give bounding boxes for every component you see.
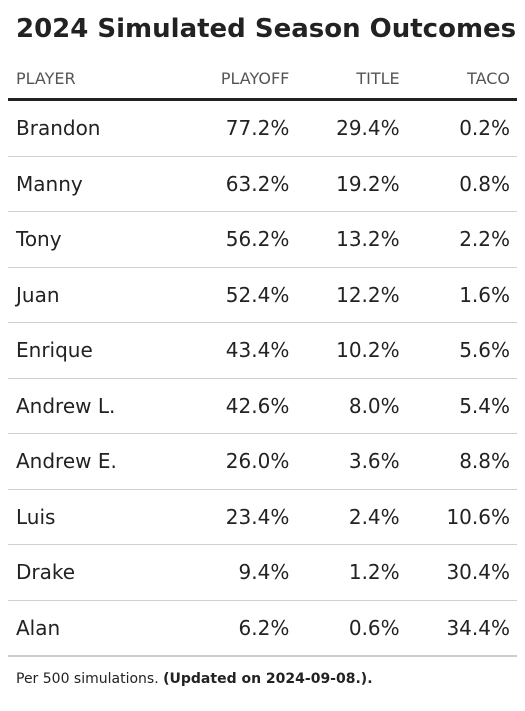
title-cell: 2.4% [296,489,407,545]
footer-note: Per 500 simulations. (Updated on 2024-09… [16,671,373,687]
table-row: Juan 52.4% 12.2% 1.6% [8,267,517,323]
table-row: Enrique 43.4% 10.2% 5.6% [8,322,517,379]
playoff-cell: 26.0% [178,433,297,490]
title-cell: 3.6% [296,433,407,490]
title-cell: 1.2% [296,544,407,601]
table-title: 2024 Simulated Season Outcomes [16,14,517,44]
playoff-cell: 43.4% [178,322,297,379]
taco-cell: 5.6% [406,322,517,379]
player-name-cell: Andrew E. [8,433,179,490]
playoff-cell: 9.4% [178,544,297,601]
title-cell: 8.0% [296,378,407,434]
table-row: Manny 63.2% 19.2% 0.8% [8,156,517,212]
taco-cell: 10.6% [406,489,517,545]
playoff-cell: 6.2% [178,600,297,657]
playoff-cell: 23.4% [178,489,297,545]
footer-updated: (Updated on 2024-09-08.). [163,671,373,687]
player-name-cell: Manny [8,156,179,212]
taco-cell: 8.8% [406,433,517,490]
playoff-cell: 56.2% [178,211,297,268]
player-name-cell: Tony [8,211,179,268]
column-header-playoff: PLAYOFF [178,58,297,101]
column-header-title: TITLE [296,58,407,101]
title-cell: 12.2% [296,267,407,323]
title-cell: 29.4% [296,99,407,157]
taco-cell: 2.2% [406,211,517,268]
table-row: Drake 9.4% 1.2% 30.4% [8,544,517,601]
footer-simulations: Per 500 simulations. [16,671,159,687]
taco-cell: 30.4% [406,544,517,601]
player-name-cell: Enrique [8,322,179,379]
playoff-cell: 52.4% [178,267,297,323]
taco-cell: 34.4% [406,600,517,657]
player-name-cell: Drake [8,544,179,601]
playoff-cell: 77.2% [178,99,297,157]
table-row: Luis 23.4% 2.4% 10.6% [8,489,517,545]
table-row: Alan 6.2% 0.6% 34.4% [8,600,517,657]
table-row: Andrew L. 42.6% 8.0% 5.4% [8,378,517,434]
header-row: PLAYER PLAYOFF TITLE TACO [8,58,517,101]
taco-cell: 5.4% [406,378,517,434]
table-row: Brandon 77.2% 29.4% 0.2% [8,99,517,157]
title-cell: 13.2% [296,211,407,268]
title-cell: 0.6% [296,600,407,657]
player-name-cell: Juan [8,267,179,323]
outcomes-table: PLAYER PLAYOFF TITLE TACO Brandon 77.2% 29… [8,58,517,657]
column-header-taco: TACO [406,58,517,101]
table-row: Andrew E. 26.0% 3.6% 8.8% [8,433,517,490]
playoff-cell: 63.2% [178,156,297,212]
taco-cell: 1.6% [406,267,517,323]
taco-cell: 0.8% [406,156,517,212]
taco-cell: 0.2% [406,99,517,157]
player-name-cell: Andrew L. [8,378,179,434]
player-name-cell: Luis [8,489,179,545]
title-cell: 10.2% [296,322,407,379]
column-header-player: PLAYER [8,58,179,101]
player-name-cell: Brandon [8,99,179,157]
player-name-cell: Alan [8,600,179,657]
title-cell: 19.2% [296,156,407,212]
table-row: Tony 56.2% 13.2% 2.2% [8,211,517,268]
playoff-cell: 42.6% [178,378,297,434]
